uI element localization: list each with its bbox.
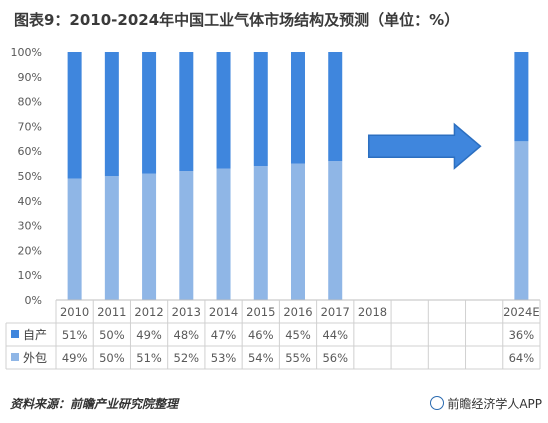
x-category-label: 2011 xyxy=(97,305,126,319)
bar-segment-outsourced xyxy=(67,178,82,300)
data-label: 54% xyxy=(248,351,274,365)
data-label: 44% xyxy=(322,328,348,342)
bar-segment-outsourced xyxy=(514,141,529,300)
x-category-label: 2017 xyxy=(321,305,350,319)
x-category-label: 2015 xyxy=(246,305,275,319)
data-label: 50% xyxy=(99,351,125,365)
data-label: 48% xyxy=(174,328,200,342)
bar-segment-self-produced xyxy=(104,52,119,176)
bar-segment-self-produced xyxy=(253,52,268,167)
data-label: 36% xyxy=(509,328,535,342)
data-table: 2010 2011 2012 2013 2014 2015 2016 2017 2018 2024… xyxy=(5,299,541,370)
data-label: 56% xyxy=(322,351,348,365)
y-tick-label: 20% xyxy=(18,244,42,257)
x-category-label: 2010 xyxy=(60,305,89,319)
x-category-label: 2013 xyxy=(172,305,201,319)
bar-segment-self-produced xyxy=(179,52,194,172)
chart-title: 图表9：2010-2024年中国工业气体市场结构及预测（单位：%） xyxy=(14,11,460,29)
bar-segment-outsourced xyxy=(328,161,343,300)
bar-segment-outsourced xyxy=(179,171,194,300)
legend-label: 外包 xyxy=(23,351,47,365)
data-label: 51% xyxy=(136,351,162,365)
data-label: 53% xyxy=(211,351,237,365)
legend-swatch xyxy=(11,353,19,361)
brand-label: 前瞻经济学人APP xyxy=(430,395,542,412)
y-axis: 0% 10% 20% 30% 40% 50% 60% 70% 80% 90% 100% xyxy=(11,46,42,307)
bar-segment-outsourced xyxy=(216,168,231,300)
arrow xyxy=(367,122,482,170)
bar-segment-self-produced xyxy=(291,52,305,164)
x-category-label: 2014 xyxy=(209,305,238,319)
arrow-icon xyxy=(367,122,482,170)
data-label: 64% xyxy=(509,351,535,365)
bar-segment-outsourced xyxy=(142,173,157,300)
y-tick-label: 60% xyxy=(18,145,42,158)
y-tick-label: 100% xyxy=(11,46,42,59)
data-label: 51% xyxy=(62,328,88,342)
data-label: 49% xyxy=(136,328,162,342)
bar-segment-outsourced xyxy=(104,176,119,300)
logo-icon xyxy=(430,396,445,410)
y-tick-label: 50% xyxy=(18,170,42,183)
x-category-label: 2012 xyxy=(134,305,163,319)
bar-segment-outsourced xyxy=(253,166,268,300)
x-category-label: 2016 xyxy=(283,305,312,319)
bar-segment-self-produced xyxy=(67,52,82,179)
source-note: 资料来源：前瞻产业研究院整理 xyxy=(10,397,179,411)
bar-segment-self-produced xyxy=(216,52,231,169)
y-tick-label: 30% xyxy=(18,220,42,233)
y-tick-label: 90% xyxy=(18,71,42,84)
y-tick-label: 10% xyxy=(18,269,42,282)
x-category-label: 2018 xyxy=(358,305,387,319)
data-label: 52% xyxy=(174,351,200,365)
bar-segment-self-produced xyxy=(328,52,343,162)
data-label: 49% xyxy=(62,351,88,365)
y-tick-label: 0% xyxy=(25,294,42,307)
x-category-label: 2024E xyxy=(503,305,540,319)
bar-segment-outsourced xyxy=(291,163,305,300)
y-tick-label: 40% xyxy=(18,195,42,208)
legend-swatch xyxy=(11,330,19,338)
data-label: 55% xyxy=(285,351,311,365)
legend-label: 自产 xyxy=(23,328,47,342)
bar-segment-self-produced xyxy=(142,52,157,174)
data-label: 45% xyxy=(285,328,311,342)
data-label: 46% xyxy=(248,328,274,342)
data-label: 47% xyxy=(211,328,237,342)
data-label: 50% xyxy=(99,328,125,342)
bars xyxy=(67,52,529,300)
y-tick-label: 80% xyxy=(18,96,42,109)
y-tick-label: 70% xyxy=(18,120,42,133)
brand-text: 前瞻经济学人APP xyxy=(447,397,542,411)
bar-segment-self-produced xyxy=(514,52,529,142)
